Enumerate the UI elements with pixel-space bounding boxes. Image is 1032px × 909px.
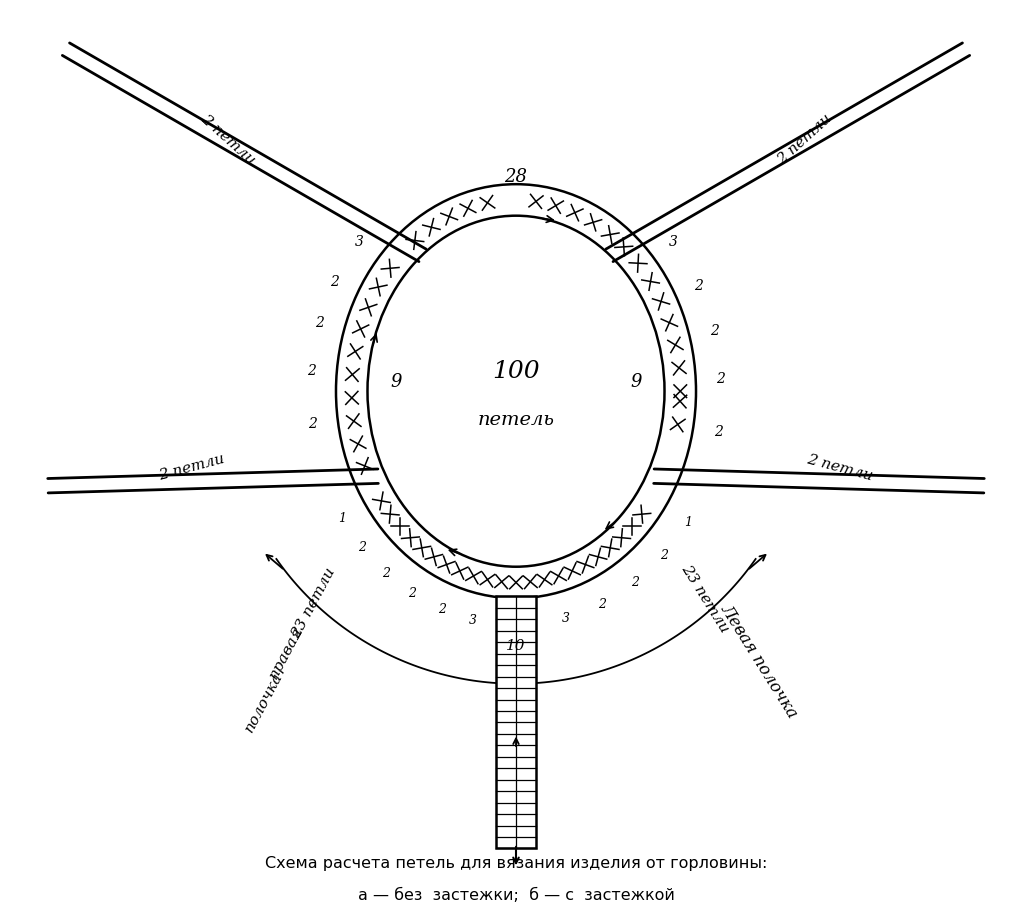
Text: 2: 2 — [438, 604, 446, 616]
Text: 2: 2 — [716, 372, 725, 386]
Text: 2 петли: 2 петли — [806, 452, 874, 484]
Text: 46: 46 — [505, 598, 527, 616]
Text: 28: 28 — [505, 168, 527, 186]
Text: Схема расчета петель для вязания изделия от горловины:: Схема расчета петель для вязания изделия… — [265, 856, 767, 871]
Text: 2: 2 — [710, 325, 718, 338]
Text: 2: 2 — [316, 316, 324, 330]
Text: правая: правая — [267, 624, 307, 681]
Bar — [496, 596, 536, 848]
Text: 1: 1 — [683, 515, 691, 528]
Text: 2: 2 — [308, 364, 316, 378]
Text: 3: 3 — [354, 235, 363, 249]
Text: 2: 2 — [330, 275, 340, 289]
Text: 100: 100 — [492, 360, 540, 383]
Text: 2: 2 — [409, 587, 417, 600]
Text: 3: 3 — [562, 612, 570, 624]
Text: 2: 2 — [714, 425, 722, 438]
Text: 2: 2 — [358, 541, 366, 554]
Text: 3: 3 — [469, 614, 477, 626]
Text: 9: 9 — [630, 374, 642, 391]
Text: 23 петли: 23 петли — [289, 565, 337, 640]
Text: 2: 2 — [382, 566, 390, 580]
Text: 2: 2 — [695, 279, 703, 293]
Text: 1: 1 — [338, 512, 347, 525]
Text: 3: 3 — [669, 235, 678, 249]
Text: полочка: полочка — [243, 669, 286, 734]
Text: а — без  застежки;  б — с  застежкой: а — без застежки; б — с застежкой — [357, 888, 675, 903]
Text: 2: 2 — [659, 549, 668, 562]
Text: Левая полочка: Левая полочка — [717, 601, 801, 721]
Text: 2: 2 — [631, 576, 639, 589]
Text: 2 петли: 2 петли — [774, 112, 834, 167]
Text: 23 петли: 23 петли — [679, 562, 732, 634]
Text: петель: петель — [478, 411, 554, 429]
Text: 2 петли: 2 петли — [198, 112, 258, 167]
Text: 2: 2 — [309, 416, 317, 431]
Text: 2 петли: 2 петли — [158, 452, 226, 484]
Text: 10: 10 — [507, 639, 525, 653]
Text: 9: 9 — [390, 374, 402, 391]
Text: 2: 2 — [598, 597, 606, 611]
